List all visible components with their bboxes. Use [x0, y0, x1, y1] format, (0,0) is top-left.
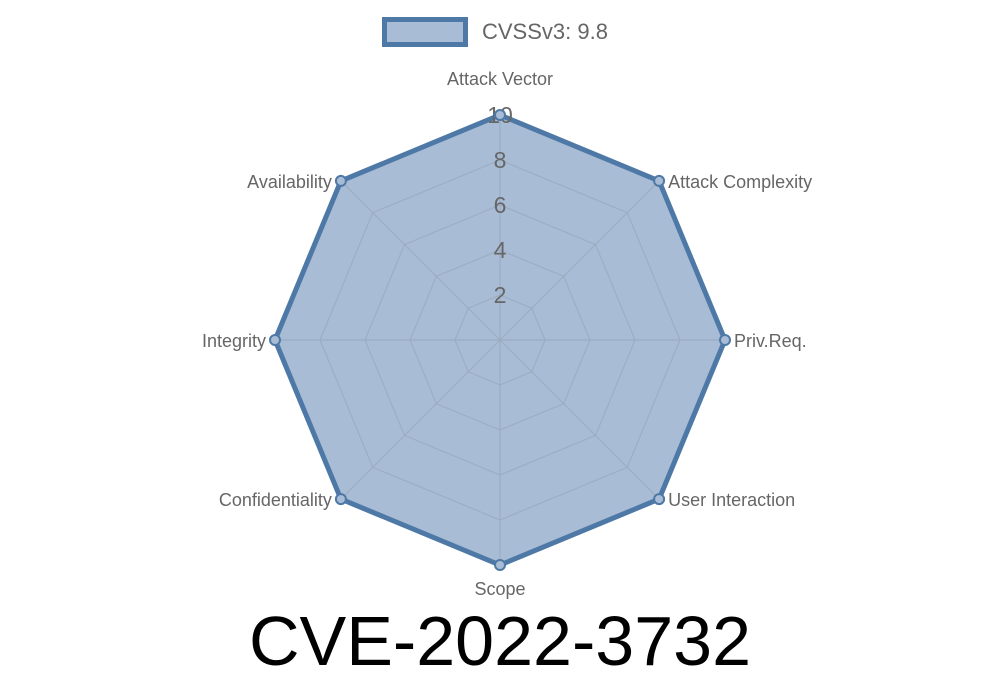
- tick-label: 8: [494, 147, 507, 173]
- data-point: [494, 559, 506, 571]
- axis-label: User Interaction: [668, 490, 795, 510]
- data-point: [653, 493, 666, 506]
- grid-spoke: [340, 180, 501, 341]
- legend[interactable]: CVSSv3: 9.8: [382, 17, 608, 47]
- grid-spoke: [499, 180, 660, 341]
- axis-label: Attack Vector: [447, 69, 553, 89]
- axis-label: Availability: [247, 172, 332, 192]
- axis-label: Scope: [474, 579, 525, 599]
- data-point: [334, 493, 347, 506]
- data-point: [653, 174, 666, 187]
- data-point: [494, 109, 506, 121]
- legend-swatch: [382, 17, 468, 47]
- axis-label: Integrity: [202, 331, 266, 351]
- grid-spoke: [340, 339, 501, 500]
- axis-label: Priv.Req.: [734, 331, 807, 351]
- legend-label: CVSSv3: 9.8: [482, 19, 608, 44]
- axis-label: Attack Complexity: [668, 172, 812, 192]
- tick-label: 6: [494, 192, 507, 218]
- tick-label: 4: [494, 237, 507, 263]
- data-point: [334, 174, 347, 187]
- chart-title: CVE-2022-3732: [249, 602, 751, 680]
- axis-label: Confidentiality: [219, 490, 332, 510]
- data-point: [269, 334, 281, 346]
- data-point: [719, 334, 731, 346]
- grid-spoke: [499, 339, 660, 500]
- tick-label: 2: [494, 282, 507, 308]
